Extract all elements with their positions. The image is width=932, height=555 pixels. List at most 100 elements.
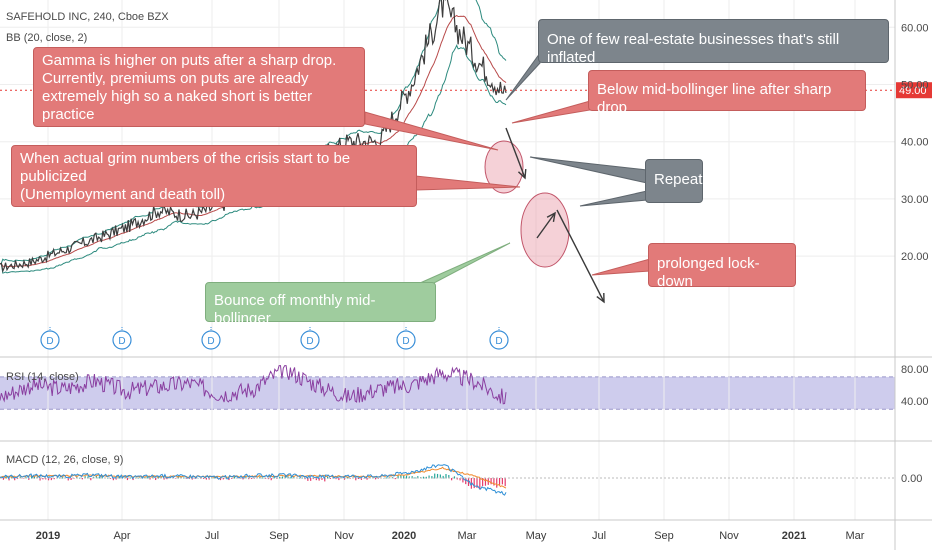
macd-histogram-bar <box>273 476 275 479</box>
macd-histogram-bar <box>304 478 306 480</box>
macd-indicator-label[interactable]: MACD (12, 26, close, 9) <box>6 454 124 466</box>
macd-histogram-bar <box>2 478 5 480</box>
macd-histogram-bar <box>129 477 131 479</box>
macd-histogram-bar <box>436 473 439 479</box>
macd-histogram-bar <box>242 478 244 480</box>
dividend-marker <box>300 330 320 350</box>
macd-histogram-bar <box>493 478 495 486</box>
macd-histogram-bar <box>476 478 478 488</box>
macd-histogram-bar <box>459 478 461 481</box>
price-axis-tick: 20.00 <box>901 251 929 263</box>
forecast-arrow-bounce <box>536 212 556 239</box>
rsi-indicator-label[interactable]: RSI (14, close) <box>6 371 79 383</box>
time-axis-label: Nov <box>719 530 739 542</box>
time-axis-label: Mar <box>846 530 865 542</box>
repeat-callout[interactable]: Repeat <box>645 159 703 203</box>
macd-histogram-bar <box>186 478 188 479</box>
macd-histogram-bar <box>315 478 317 481</box>
bounce-callout[interactable]: Bounce off monthly mid-bollinger <box>205 282 436 327</box>
macd-histogram-bar <box>205 478 207 480</box>
macd-histogram-bar <box>155 478 157 481</box>
macd-histogram-bar <box>70 478 72 480</box>
macd-histogram-bar <box>326 476 329 479</box>
macd-histogram-bar <box>465 478 467 485</box>
rsi-axis-tick: 40.00 <box>901 396 929 408</box>
macd-histogram-bar <box>470 478 472 489</box>
macd-histogram-bar <box>467 478 470 486</box>
time-axis-label: Jul <box>205 530 219 542</box>
dividend-marker-label: D <box>46 336 53 347</box>
macd-histogram-bar <box>14 478 16 481</box>
macd-histogram-bar <box>245 476 247 479</box>
macd-histogram-bar <box>81 478 83 480</box>
below-mid-callout[interactable]: Below mid-bollinger line after sharp dro… <box>588 70 866 116</box>
macd-histogram-bar <box>87 476 89 479</box>
macd-histogram-bar <box>310 478 312 481</box>
macd-histogram-bar <box>431 476 433 479</box>
macd-histogram-bar <box>22 478 24 479</box>
dividend-marker <box>489 330 509 350</box>
macd-histogram-bar <box>8 478 10 481</box>
macd-histogram-bar <box>16 478 19 480</box>
macd-histogram-bar <box>53 478 55 480</box>
macd-histogram-bar <box>222 478 224 480</box>
macd-histogram-bar <box>33 476 36 479</box>
macd-histogram-bar <box>343 478 346 480</box>
inflated-callout[interactable]: One of few real-estate businesses that's… <box>538 19 889 66</box>
macd-histogram-bar <box>146 476 148 479</box>
macd-histogram-bar <box>479 478 481 490</box>
macd-histogram-bar <box>132 478 134 481</box>
time-axis-label: 2019 <box>36 530 60 542</box>
macd-histogram-bar <box>374 478 377 480</box>
macd-histogram-bar <box>293 476 295 479</box>
time-axis-label: Sep <box>269 530 289 542</box>
macd-histogram-bar <box>163 478 165 480</box>
macd-histogram-bar <box>442 475 444 479</box>
macd-histogram-bar <box>414 477 416 479</box>
macd-histogram-bar <box>101 476 103 479</box>
symbol-title: SAFEHOLD INC, 240, Cboe BZX <box>6 11 169 23</box>
macd-histogram-bar <box>253 478 255 479</box>
bb-indicator-label[interactable]: BB (20, close, 2) <box>6 32 88 44</box>
macd-histogram-bar <box>284 476 286 479</box>
macd-histogram-bar <box>408 476 410 479</box>
forecast-arrow-bounce-head <box>546 211 556 222</box>
macd-histogram-bar <box>228 478 230 481</box>
price-axis-tick: 60.00 <box>901 22 929 34</box>
macd-axis-tick: 0.00 <box>901 473 922 485</box>
highlight-circle-drop <box>484 140 524 194</box>
macd-histogram-bar <box>318 478 320 481</box>
forecast-arrow-drop <box>505 127 526 179</box>
macd-histogram-bar <box>259 476 261 479</box>
forecast-arrow-drop-head <box>517 168 527 180</box>
macd-histogram-bar <box>448 474 450 479</box>
time-axis-label: 2020 <box>392 530 416 542</box>
macd-histogram-bar <box>445 473 447 479</box>
current-price-label: 49.00 <box>899 85 927 97</box>
macd-series <box>0 464 507 496</box>
macd-histogram-bar <box>456 478 458 480</box>
macd-histogram-bar <box>98 476 100 479</box>
macd-histogram-bar <box>39 478 41 481</box>
forecast-arrow-lockdown <box>556 209 605 303</box>
macd-histogram-bar <box>366 478 368 480</box>
rsi-axis-tick: 80.00 <box>901 364 929 376</box>
macd-histogram-bar <box>112 478 114 481</box>
dividend-marker-label: D <box>306 336 313 347</box>
macd-histogram-bar <box>118 476 120 479</box>
macd-histogram-bar <box>160 476 162 479</box>
time-axis-label: Nov <box>334 530 354 542</box>
macd-histogram-bar <box>166 478 168 480</box>
macd-histogram-bar <box>138 477 140 479</box>
macd-histogram-bar <box>349 478 351 479</box>
macd-histogram-bar <box>214 476 216 479</box>
grim-numbers-callout[interactable]: When actual grim numbers of the crisis s… <box>11 145 417 207</box>
macd-histogram-bar <box>183 477 185 479</box>
lockdown-callout[interactable]: prolonged lock-down <box>648 243 796 290</box>
macd-histogram-bar <box>270 478 272 481</box>
dividend-marker-label: D <box>207 336 214 347</box>
gamma-callout[interactable]: Gamma is higher on puts after a sharp dr… <box>33 47 365 127</box>
macd-histogram-bar <box>31 475 33 479</box>
price-axis-tick: 50.00 <box>901 80 929 92</box>
